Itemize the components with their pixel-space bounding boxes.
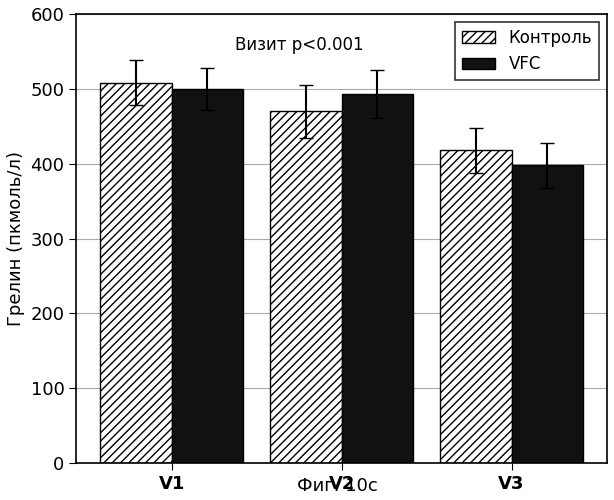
Legend: Контроль, VFC: Контроль, VFC <box>455 22 599 80</box>
Bar <box>172 89 243 463</box>
Y-axis label: Грелин (пкмоль/л): Грелин (пкмоль/л) <box>7 151 25 326</box>
Bar <box>511 165 583 463</box>
Text: Фиг. 10c: Фиг. 10c <box>297 477 378 495</box>
Bar <box>440 150 511 463</box>
Text: Визит p<0.001: Визит p<0.001 <box>235 36 363 54</box>
Bar <box>341 94 413 463</box>
Bar <box>270 112 341 463</box>
Bar <box>101 83 172 463</box>
